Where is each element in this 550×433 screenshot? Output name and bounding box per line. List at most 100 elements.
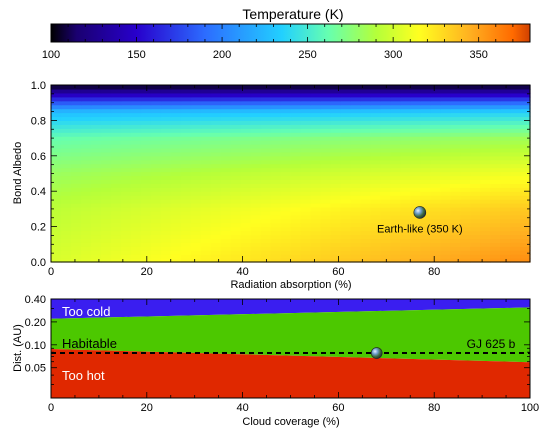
heatmap-cell [310, 175, 322, 180]
heatmap-cell [330, 175, 341, 180]
heatmap-cell [160, 112, 172, 118]
heatmap-cell [430, 136, 441, 141]
heatmap-cell [160, 144, 172, 149]
heatmap-cell [400, 155, 411, 161]
heatmap-cell [210, 116, 222, 121]
heatmap-cell [500, 195, 511, 200]
heatmap-cell [510, 96, 521, 102]
heatmap-cell [400, 88, 411, 94]
heatmap-cell [510, 151, 521, 157]
heatmap-cell [210, 242, 222, 247]
heatmap-cell [460, 258, 471, 263]
heatmap-cell [370, 144, 381, 149]
heatmap-cell [220, 151, 232, 157]
heatmap-cell [400, 132, 411, 137]
heatmap-cell [240, 112, 252, 118]
heatmap-cell [320, 159, 332, 165]
heatmap-cell [51, 175, 62, 180]
heatmap-cell [370, 254, 381, 259]
heatmap-ytick-label: 0.6 [31, 151, 46, 163]
heatmap-cell [470, 124, 481, 129]
heatmap-cell [270, 171, 282, 177]
heatmap-cell [70, 171, 82, 177]
heatmap-cell [400, 136, 411, 141]
heatmap-cell [250, 136, 262, 141]
heatmap-cell [60, 85, 72, 90]
heatmap-cell [90, 147, 102, 153]
heatmap-cell [320, 175, 332, 180]
heatmap-cell [440, 140, 451, 145]
heatmap-cell [460, 226, 471, 232]
heatmap-cell [140, 104, 152, 110]
heatmap-cell [200, 254, 212, 259]
heatmap-cell [230, 167, 242, 173]
heatmap-cell [240, 132, 252, 137]
heatmap-cell [460, 203, 471, 208]
heatmap-cell [380, 187, 391, 192]
heatmap-cell [260, 147, 272, 153]
heatmap-cell [130, 206, 142, 212]
heatmap-cell [450, 199, 461, 204]
heatmap-cell [60, 140, 72, 145]
heatmap-cell [120, 144, 132, 149]
heatmap-cell [320, 112, 332, 118]
heatmap-cell [500, 206, 511, 212]
heatmap-cell [430, 191, 441, 196]
heatmap-cell [100, 151, 112, 157]
heatmap-cell [200, 136, 212, 141]
heatmap-cell [520, 246, 531, 251]
heatmap-cell [470, 175, 481, 180]
heatmap-cell [51, 258, 62, 263]
heatmap-cell [220, 214, 232, 220]
heatmap-cell [150, 258, 162, 263]
heatmap-cell [380, 85, 391, 90]
heatmap-cell [400, 124, 411, 129]
heatmap-cell [300, 171, 312, 177]
heatmap-cell [470, 258, 481, 263]
heatmap-cell [320, 203, 332, 208]
heatmap-cell [80, 167, 92, 173]
heatmap-cell [490, 238, 501, 243]
heatmap-cell [310, 140, 322, 145]
heatmap-cell [440, 183, 451, 188]
heatmap-cell [120, 246, 132, 251]
heatmap-cell [460, 96, 471, 102]
heatmap-cell [180, 210, 192, 216]
heatmap-cell [490, 155, 501, 161]
heatmap-cell [390, 250, 401, 255]
heatmap-cell [100, 147, 112, 153]
heatmap-cell [70, 175, 82, 180]
heatmap-cell [250, 144, 262, 149]
heatmap-cell [410, 120, 421, 125]
heatmap-cell [430, 85, 441, 90]
heatmap-cell [390, 199, 401, 204]
heatmap-cell [290, 88, 302, 94]
heatmap-cell [360, 167, 371, 173]
heatmap-cell [440, 214, 451, 220]
habitable-label: Habitable [62, 336, 117, 351]
heatmap-cell [460, 155, 471, 161]
heatmap-cell [510, 112, 521, 118]
heatmap-cell [180, 175, 192, 180]
heatmap-cell [140, 206, 152, 212]
heatmap-cell [200, 159, 212, 165]
heatmap-cell [160, 230, 172, 236]
heatmap-cell [300, 206, 312, 212]
heatmap-cell [210, 187, 222, 192]
heatmap-cell [310, 254, 322, 259]
heatmap-cell [470, 167, 481, 173]
heatmap-cell [200, 85, 212, 90]
heatmap-cell [310, 226, 322, 232]
heatmap-cell [190, 151, 202, 157]
heatmap-cell [520, 242, 531, 247]
heatmap-cell [120, 183, 132, 188]
heatmap-cell [210, 203, 222, 208]
heatmap-cell [140, 250, 152, 255]
heatmap-cell [410, 124, 421, 129]
heatmap-cell [430, 179, 441, 184]
heatmap-cell [260, 92, 272, 98]
heatmap-cell [100, 234, 112, 239]
heatmap-cell [110, 191, 122, 196]
heatmap-cell [270, 206, 282, 212]
heatmap-cell [330, 203, 341, 208]
